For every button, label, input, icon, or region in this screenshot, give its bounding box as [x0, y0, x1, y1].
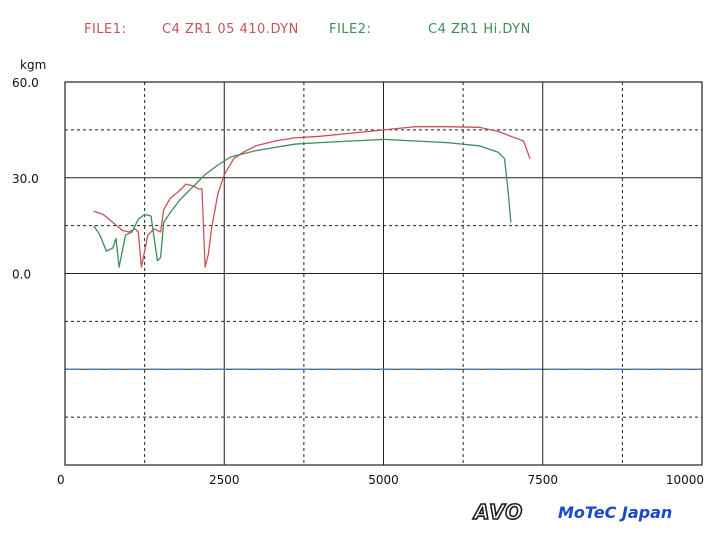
motec-japan-logo-text: MoTeC Japan — [558, 503, 673, 522]
plot-frame — [64, 81, 703, 466]
x-tick-label: 5000 — [368, 473, 399, 487]
y-axis-label: kgm — [20, 58, 46, 72]
file1-label: FILE1: — [84, 22, 127, 37]
y-tick-label: 0.0 — [12, 268, 31, 282]
y-tick-label: 30.0 — [12, 172, 39, 186]
x-tick-label: 7500 — [527, 473, 558, 487]
x-tick-labels: 0 2500 5000 7500 10000 — [57, 473, 704, 487]
x-tick-label: 2500 — [209, 473, 240, 487]
x-tick-label: 10000 — [666, 473, 704, 487]
series-line-1 — [93, 126, 531, 268]
file2-name: C4 ZR1 Hi.DYN — [428, 22, 531, 37]
series-line-2 — [93, 138, 512, 268]
y-tick-labels: 60.0 30.0 0.0 — [12, 76, 39, 282]
y-tick-label: 60.0 — [12, 76, 39, 90]
x-tick-label: 0 — [57, 473, 65, 487]
chart-series — [93, 126, 531, 268]
avo-logo-text: AVO — [473, 499, 524, 525]
chart-header: FILE1: C4 ZR1 05 410.DYN FILE2: C4 ZR1 H… — [0, 22, 717, 42]
file2-label: FILE2: — [329, 22, 372, 37]
file1-name: C4 ZR1 05 410.DYN — [162, 22, 299, 37]
